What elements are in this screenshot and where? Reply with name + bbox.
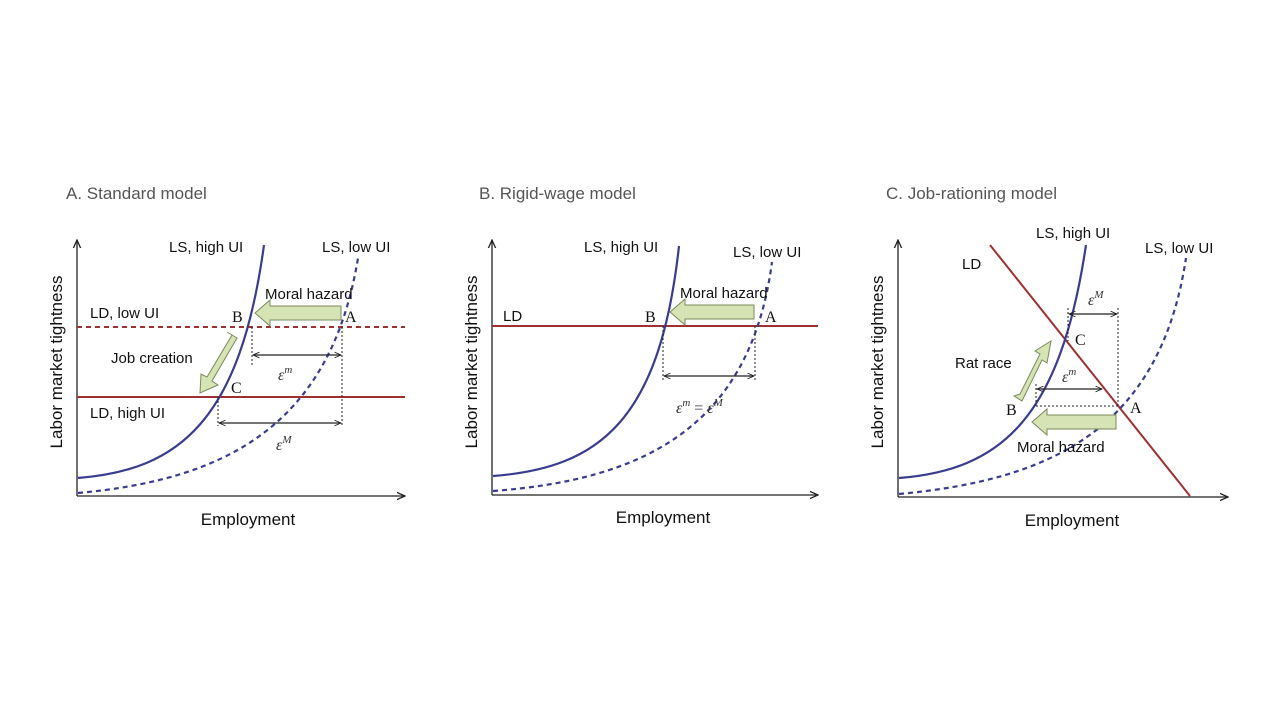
panel-a-eps-M-sup: M <box>281 434 292 446</box>
panel-a-eps-m: εm <box>278 364 292 384</box>
panel-a-point-b: B <box>232 309 243 326</box>
panel-a-y-label: Labor market tightness <box>47 276 66 449</box>
panel-b-ls-high-curve <box>492 245 681 478</box>
panel-a-ls-high-curve <box>77 244 266 480</box>
panel-b-moral-hazard-arrow <box>669 297 755 327</box>
panel-c-point-c: C <box>1075 332 1086 349</box>
panel-b-moral-hazard-label: Moral hazard <box>680 285 768 302</box>
panel-c: C. Job-rationing model Employment Labor … <box>868 184 1228 530</box>
panel-c-point-b: B <box>1006 402 1017 419</box>
panel-b-x-label: Employment <box>616 508 711 527</box>
panel-c-eps-m-base: ε <box>1062 369 1069 386</box>
panel-a-ls-low-curve <box>77 257 360 495</box>
panel-c-ls-high-curve <box>898 244 1088 480</box>
panel-c-point-a: A <box>1130 400 1142 417</box>
panel-c-ls-low-curve <box>898 257 1188 496</box>
panel-a-job-creation-arrow <box>199 331 238 394</box>
panel-a-ls-low-label: LS, low UI <box>322 239 390 256</box>
panel-b-ld-label: LD <box>503 308 522 325</box>
panel-a-moral-hazard-arrow <box>254 298 342 328</box>
panel-a-job-creation-label: Job creation <box>111 350 193 367</box>
panel-a-ls-high-label: LS, high UI <box>169 239 243 256</box>
panel-b-eps-m-sup: m <box>682 397 690 409</box>
panel-c-ls-low-label: LS, low UI <box>1145 240 1213 257</box>
panel-a-eps-M: εM <box>276 434 292 454</box>
panel-c-eps-M: εM <box>1088 289 1104 309</box>
panel-a-eps-m-base: ε <box>278 367 285 384</box>
panel-a-eps-M-base: ε <box>276 437 283 454</box>
panel-a-moral-hazard-label: Moral hazard <box>265 286 353 303</box>
panel-c-ld-line <box>989 244 1191 497</box>
panel-c-eps-M-sup: M <box>1093 289 1104 301</box>
panel-b: B. Rigid-wage model Employment Labor mar… <box>462 184 818 527</box>
panel-a-eps-m-sup: m <box>284 364 292 376</box>
panel-b-eps-equal: εm = εM <box>676 397 724 417</box>
panel-c-title: C. Job-rationing model <box>886 184 1057 203</box>
panel-a-ld-low-label: LD, low UI <box>90 305 159 322</box>
panel-c-y-label: Labor market tightness <box>868 276 887 449</box>
panel-b-ls-low-label: LS, low UI <box>733 244 801 261</box>
panel-b-eps-eq-sign: = <box>690 400 707 417</box>
panel-a-point-c: C <box>231 380 242 397</box>
panel-a-title: A. Standard model <box>66 184 207 203</box>
panel-c-moral-hazard-arrow <box>1031 407 1117 437</box>
panel-c-rat-race-arrow <box>1012 339 1052 402</box>
panel-a-ld-high-label: LD, high UI <box>90 405 165 422</box>
panel-c-eps-m-sup: m <box>1068 366 1076 378</box>
panel-b-y-label: Labor market tightness <box>462 276 481 449</box>
panel-b-eps-M-base: ε <box>707 400 714 417</box>
panel-a-point-a: A <box>345 309 357 326</box>
panel-b-point-a: A <box>765 309 777 326</box>
panel-b-ls-low-curve <box>492 261 774 493</box>
panel-c-ls-high-label: LS, high UI <box>1036 225 1110 242</box>
panel-b-title: B. Rigid-wage model <box>479 184 636 203</box>
panel-a-x-label: Employment <box>201 510 296 529</box>
panel-c-eps-M-base: ε <box>1088 292 1095 309</box>
panel-c-x-label: Employment <box>1025 511 1120 530</box>
panel-c-moral-hazard-label: Moral hazard <box>1017 439 1105 456</box>
panel-b-eps-M-sup: M <box>713 397 724 409</box>
panel-b-point-b: B <box>645 309 656 326</box>
panel-c-ld-label: LD <box>962 256 981 273</box>
panel-b-eps-m-base: ε <box>676 400 683 417</box>
panel-c-rat-race-label: Rat race <box>955 355 1012 372</box>
panel-a: A. Standard model Employment Labor marke… <box>47 184 405 529</box>
panel-c-eps-m: εm <box>1062 366 1076 386</box>
panel-b-ls-high-label: LS, high UI <box>584 239 658 256</box>
